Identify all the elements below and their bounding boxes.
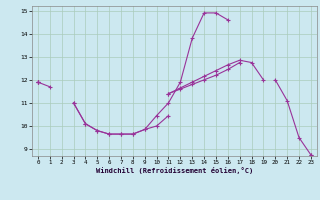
X-axis label: Windchill (Refroidissement éolien,°C): Windchill (Refroidissement éolien,°C) (96, 167, 253, 174)
